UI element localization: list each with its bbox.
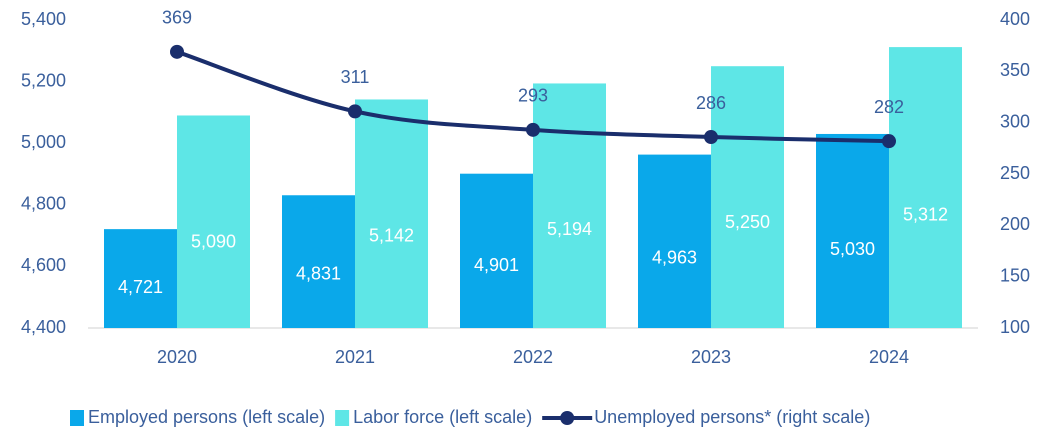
bar-value-label: 5,090 [191,232,236,252]
x-tick-label: 2021 [335,347,375,367]
y2-tick-label: 350 [1000,60,1030,80]
line-marker [704,130,718,145]
legend-swatch [70,410,84,426]
bar-value-label: 5,142 [369,225,414,245]
bar [104,229,177,328]
y-tick-label: 5,400 [21,9,66,29]
bar [889,47,962,328]
line-marker [882,134,896,149]
bar-value-label: 5,194 [547,219,592,239]
bar [638,154,711,328]
y2-tick-label: 400 [1000,9,1030,29]
legend-label: Unemployed persons* (right scale) [594,407,870,427]
bar-value-label: 5,312 [903,204,948,224]
y2-tick-label: 250 [1000,163,1030,183]
bar-value-label: 4,901 [474,255,519,275]
y-tick-label: 4,600 [21,255,66,275]
bar [533,83,606,328]
y2-tick-label: 150 [1000,265,1030,285]
bar [177,115,250,328]
y-tick-label: 5,000 [21,132,66,152]
x-tick-label: 2023 [691,347,731,367]
legend-swatch [335,410,350,426]
legend-label: Labor force (left scale) [353,407,532,427]
bar-value-label: 5,250 [725,212,770,232]
bar [816,133,889,328]
x-tick-label: 2024 [869,347,909,367]
y-tick-label: 4,800 [21,194,66,214]
y2-tick-label: 100 [1000,317,1030,337]
bar [355,99,428,329]
legend-swatch-marker [560,411,575,425]
y2-tick-label: 200 [1000,214,1030,234]
bar-value-label: 4,963 [652,247,697,267]
y-tick-label: 4,400 [21,317,66,337]
y2-tick-label: 300 [1000,111,1030,131]
bar-value-label: 4,721 [118,277,163,297]
x-tick-label: 2020 [157,347,197,367]
x-tick-label: 2022 [513,347,553,367]
line-marker [170,44,184,59]
bar [711,66,784,328]
bar-value-label: 4,831 [296,264,341,284]
line-marker [348,104,362,119]
line-value-label: 286 [696,93,726,113]
legend-label: Employed persons (left scale) [88,407,325,427]
line-value-label: 282 [874,97,904,117]
bar [460,173,533,328]
y-tick-label: 5,200 [21,70,66,90]
line-marker [526,122,540,137]
bar [282,195,355,328]
line-value-label: 311 [341,67,370,87]
line-value-label: 293 [518,86,548,106]
line-value-label: 369 [162,8,192,28]
bar-value-label: 5,030 [830,239,875,259]
